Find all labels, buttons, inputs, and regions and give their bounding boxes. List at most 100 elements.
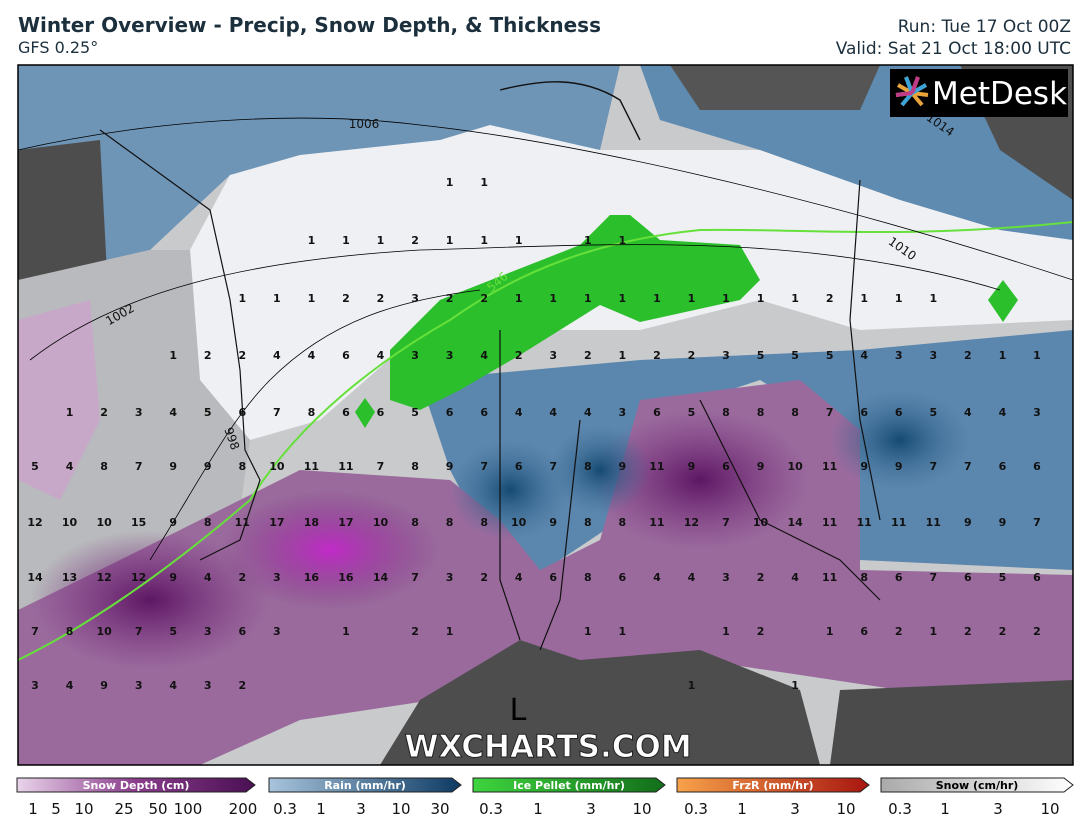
snow-depth-label: 6 (999, 460, 1007, 473)
snow-depth-label: 8 (204, 516, 212, 529)
snow-depth-label: 10 (373, 516, 389, 529)
snow-depth-label: 4 (169, 679, 177, 692)
snow-depth-label: 2 (480, 571, 488, 584)
land-mask (830, 680, 1073, 765)
snow-depth-label: 2 (480, 292, 488, 305)
snow-depth-label: 9 (204, 460, 212, 473)
snow-depth-label: 8 (757, 406, 765, 419)
snow-depth-label: 2 (688, 349, 696, 362)
run-time: Run: Tue 17 Oct 00Z (898, 17, 1071, 37)
snow-depth-label: 5 (204, 406, 212, 419)
snow-depth-label: 3 (135, 406, 143, 419)
snow-depth-label: 4 (515, 571, 523, 584)
snow-depth-label: 1 (480, 234, 488, 247)
snow-depth-label: 7 (480, 460, 488, 473)
snow-depth-label: 1 (584, 292, 592, 305)
snow-depth-label: 5 (169, 625, 177, 638)
legend-title: Snow Depth (cm) (83, 779, 190, 792)
snow-depth-region (18, 300, 100, 500)
snow-depth-label: 3 (273, 571, 281, 584)
land-mask (670, 65, 880, 110)
snow-depth-label: 13 (62, 571, 77, 584)
snow-depth-label: 6 (377, 406, 385, 419)
snow-depth-label: 6 (964, 571, 972, 584)
snow-depth-label: 6 (1033, 460, 1041, 473)
snow-depth-label: 6 (549, 571, 557, 584)
snow-depth-label: 9 (100, 679, 108, 692)
snow-depth-label: 11 (822, 460, 837, 473)
snow-depth-label: 9 (446, 460, 454, 473)
snow-depth-label: 5 (826, 349, 834, 362)
snow-depth-label: 8 (411, 460, 419, 473)
snow-depth-label: 5 (688, 406, 696, 419)
snow-depth-label: 9 (964, 516, 972, 529)
snow-depth-label: 2 (895, 625, 903, 638)
legend-tick-label: 1 (940, 800, 950, 818)
snow-depth-label: 2 (826, 292, 834, 305)
legend-bar (472, 777, 666, 793)
snow-depth-label: 6 (860, 406, 868, 419)
snow-depth-label: 8 (584, 516, 592, 529)
snow-depth-label: 7 (135, 625, 143, 638)
snow-depth-label: 9 (688, 460, 696, 473)
legend-tick-label: 50 (148, 800, 167, 818)
snow-depth-label: 5 (411, 406, 419, 419)
snow-depth-label: 2 (238, 679, 246, 692)
legend-tick-label: 0.3 (888, 800, 912, 818)
snow-depth-label: 5 (31, 460, 39, 473)
snow-depth-label: 14 (787, 516, 803, 529)
snow-depth-max (220, 490, 440, 610)
snow-depth-label: 2 (964, 349, 972, 362)
snow-depth-label: 9 (757, 460, 765, 473)
snow-depth-label: 1 (446, 176, 454, 189)
coastline (499, 81, 641, 141)
snow-depth-label: 16 (338, 571, 354, 584)
snow-depth-label: 4 (308, 349, 316, 362)
rain-region (640, 65, 1073, 300)
snow-depth-label: 7 (964, 460, 972, 473)
snow-depth-label: 3 (722, 349, 730, 362)
snow-depth-label: 3 (722, 571, 730, 584)
snow-depth-label: 3 (619, 406, 627, 419)
legend-tick-label: 5 (51, 800, 61, 818)
snow-depth-label: 1 (446, 234, 454, 247)
snow-depth-label: 3 (204, 625, 212, 638)
legend-bar (16, 777, 256, 793)
snow-depth-label: 5 (757, 349, 765, 362)
title: Winter Overview - Precip, Snow Depth, & … (18, 13, 601, 37)
snow-depth-label: 8 (722, 406, 730, 419)
snow-depth-label: 3 (1033, 406, 1041, 419)
snow-depth-label: 6 (238, 625, 246, 638)
snow-depth-label: 1 (584, 625, 592, 638)
snow-depth-label: 4 (515, 406, 523, 419)
snow-depth-label: 2 (446, 292, 454, 305)
legend-bar (268, 777, 462, 793)
snow-depth-label: 3 (273, 625, 281, 638)
snow-depth-label: 2 (584, 349, 592, 362)
legend-bar (676, 777, 870, 793)
legend-tick-label: 3 (790, 800, 800, 818)
snow-depth-label: 3 (549, 349, 557, 362)
snow-depth-label: 2 (999, 625, 1007, 638)
snow-depth-label: 11 (857, 516, 872, 529)
rain-region (18, 65, 620, 280)
snow-depth-label: 6 (238, 406, 246, 419)
snow-depth-label: 10 (269, 460, 285, 473)
isobar (149, 289, 481, 561)
snow-depth-label: 4 (204, 571, 212, 584)
legend-title: Rain (mm/hr) (324, 779, 406, 792)
snow-depth-label: 9 (999, 516, 1007, 529)
snow-depth-label: 1 (688, 679, 696, 692)
snow-depth-label: 1 (377, 234, 385, 247)
legend-tick-label: 25 (114, 800, 133, 818)
snow-depth-label: 3 (204, 679, 212, 692)
legend-tick-label: 1 (316, 800, 326, 818)
snow-depth-label: 11 (822, 571, 837, 584)
legend-tick-label: 100 (174, 800, 203, 818)
snow-depth-label: 9 (169, 571, 177, 584)
map-frame (17, 64, 1074, 766)
snow-depth-label: 4 (169, 406, 177, 419)
snow-depth-label: 1 (929, 292, 937, 305)
snow-depth-label: 16 (304, 571, 320, 584)
snow-depth-label: 8 (238, 460, 246, 473)
